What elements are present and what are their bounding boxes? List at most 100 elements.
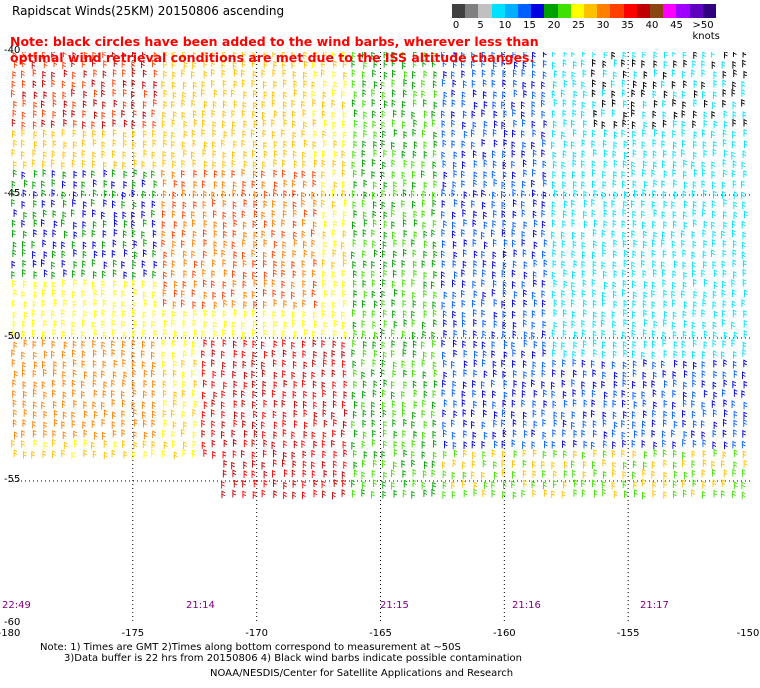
wind-barb xyxy=(691,430,695,438)
wind-barb xyxy=(81,331,85,339)
wind-barb xyxy=(303,249,308,258)
wind-barb xyxy=(671,240,676,249)
wind-barb xyxy=(293,331,298,339)
wind-barb xyxy=(251,380,256,389)
wind-barb xyxy=(243,91,248,99)
wind-barb xyxy=(263,91,268,99)
wind-barb xyxy=(642,52,646,58)
wind-barb xyxy=(612,341,617,350)
wind-barb xyxy=(502,429,507,438)
wind-barb xyxy=(612,350,617,359)
wind-barb xyxy=(581,270,586,278)
wind-barb xyxy=(452,181,457,189)
wind-barb xyxy=(723,120,728,129)
wind-barb xyxy=(493,139,498,148)
wind-barb xyxy=(601,319,605,327)
wind-barb xyxy=(303,60,308,69)
wind-barb xyxy=(293,440,298,449)
wind-barb xyxy=(681,110,686,118)
colorbar-swatch xyxy=(478,4,492,18)
wind-barb xyxy=(273,381,278,389)
wind-barb xyxy=(122,379,126,387)
wind-barb xyxy=(32,340,37,349)
wind-barb xyxy=(592,100,597,109)
wind-barb xyxy=(682,399,687,407)
wind-barb xyxy=(541,131,546,140)
wind-barb xyxy=(271,130,276,139)
wind-barb xyxy=(733,410,738,419)
wind-barb xyxy=(353,400,358,409)
wind-barb xyxy=(171,260,176,268)
wind-barb xyxy=(411,420,415,429)
wind-barb xyxy=(371,88,376,97)
wind-barb xyxy=(501,228,506,237)
wind-barb xyxy=(351,489,356,498)
wind-barb xyxy=(421,358,426,367)
wind-barb xyxy=(381,139,386,148)
wind-barb xyxy=(373,380,378,389)
wind-barb xyxy=(383,149,387,158)
wind-barb xyxy=(313,401,317,410)
wind-barb xyxy=(61,350,66,359)
wind-barb xyxy=(343,408,348,417)
wind-barb xyxy=(73,279,77,287)
wind-barb xyxy=(604,129,608,137)
wind-barb xyxy=(232,450,237,458)
wind-barb xyxy=(203,339,208,347)
wind-barb xyxy=(452,380,457,389)
wind-barb xyxy=(111,180,115,189)
wind-barb xyxy=(303,209,308,218)
wind-barb xyxy=(723,418,727,427)
wind-barb xyxy=(592,268,597,277)
wind-barb xyxy=(163,130,168,139)
wind-barb xyxy=(291,311,296,319)
wind-barb xyxy=(221,430,225,439)
wind-barb xyxy=(252,271,256,280)
wind-barb xyxy=(321,170,325,179)
wind-barb xyxy=(531,429,536,438)
wind-barb xyxy=(251,290,256,299)
wind-barb xyxy=(302,279,307,288)
wind-barb xyxy=(591,409,595,418)
wind-barb xyxy=(303,240,307,249)
wind-barb xyxy=(62,109,67,118)
wind-barb xyxy=(342,359,346,368)
wind-barb xyxy=(323,139,327,148)
wind-barb xyxy=(662,71,667,80)
wind-barb xyxy=(12,241,17,250)
wind-barb xyxy=(562,329,567,338)
wind-barb xyxy=(311,470,316,478)
wind-barb xyxy=(602,371,606,380)
wind-barb xyxy=(81,350,86,359)
wind-barb xyxy=(683,211,687,220)
wind-barb xyxy=(332,131,337,139)
wind-barb xyxy=(41,218,45,227)
wind-barb xyxy=(292,351,297,359)
wind-barb xyxy=(502,281,507,289)
wind-barb xyxy=(402,189,407,197)
wind-barb xyxy=(211,270,216,278)
wind-barb xyxy=(563,470,568,478)
wind-barb xyxy=(713,120,718,129)
wind-barb xyxy=(213,209,217,218)
wind-barb xyxy=(481,309,486,318)
wind-barb xyxy=(613,159,618,168)
wind-barb xyxy=(373,201,377,209)
wind-barb xyxy=(742,429,746,438)
wind-barb xyxy=(613,270,618,278)
colorbar-label: 25 xyxy=(572,20,585,31)
wind-barb xyxy=(241,69,245,78)
wind-barb xyxy=(171,151,176,160)
wind-barb xyxy=(411,318,416,327)
wind-barb xyxy=(171,118,176,127)
wind-barb xyxy=(263,60,268,69)
wind-barb xyxy=(381,359,386,368)
wind-barb xyxy=(352,239,357,247)
wind-barb xyxy=(711,161,716,169)
wind-barb xyxy=(182,280,187,289)
wind-barb xyxy=(261,461,266,470)
wind-barb xyxy=(673,160,677,169)
wind-barb xyxy=(272,52,277,58)
wind-barb xyxy=(433,180,438,189)
wind-barb xyxy=(563,52,568,57)
